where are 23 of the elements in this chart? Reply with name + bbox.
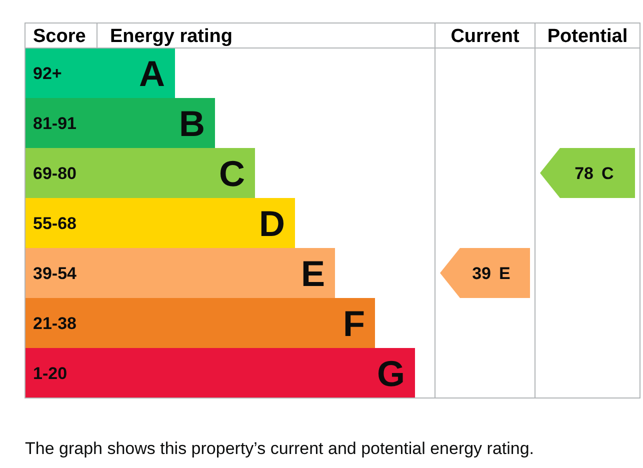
text: F xyxy=(343,303,365,344)
text: G xyxy=(376,353,405,394)
text: B xyxy=(179,103,205,144)
text: C xyxy=(219,153,245,194)
text: C xyxy=(602,164,614,183)
category-label: 39-54 xyxy=(33,264,78,283)
text: E xyxy=(300,253,325,294)
category-label: 55-68 xyxy=(33,214,76,233)
text: A xyxy=(139,53,165,94)
category-label: 21-38 xyxy=(33,314,76,333)
text: The graph shows this property’s current and potential energy rating. xyxy=(25,439,534,458)
text: D xyxy=(259,203,285,244)
category-label: 1-20 xyxy=(33,364,68,383)
text: Score xyxy=(33,26,86,47)
text: Potential xyxy=(547,26,628,47)
data-label: 39 xyxy=(472,264,491,283)
category-label: 69-80 xyxy=(33,164,76,183)
text: Energy rating xyxy=(110,26,232,47)
data-label: 78 xyxy=(574,164,594,183)
category-label: 92+ xyxy=(33,64,62,83)
text: Current xyxy=(450,26,520,47)
category-label: 81-91 xyxy=(33,114,76,133)
text: E xyxy=(499,264,510,283)
